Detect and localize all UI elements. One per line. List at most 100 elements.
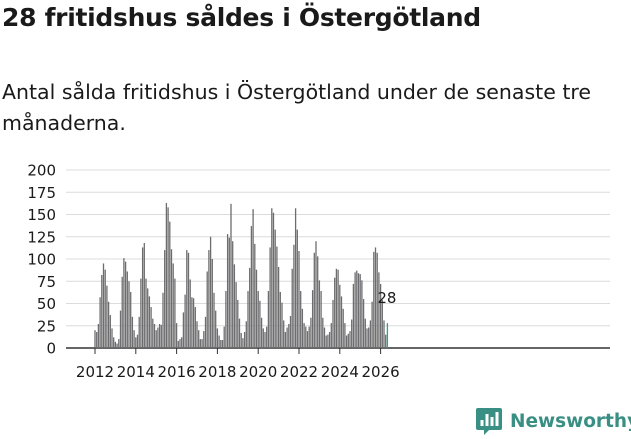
bar	[298, 250, 300, 348]
bar	[160, 324, 162, 348]
bar	[344, 323, 346, 348]
bar	[259, 300, 261, 348]
bar	[215, 310, 217, 348]
bar	[308, 326, 310, 348]
bar	[216, 328, 219, 348]
bar	[271, 208, 273, 348]
bar	[339, 284, 341, 348]
bar	[356, 270, 358, 348]
y-tick-label: 25	[37, 317, 56, 335]
bar	[337, 269, 339, 348]
bar	[131, 316, 134, 348]
bar	[187, 252, 190, 348]
bar	[369, 320, 372, 348]
bar	[225, 291, 227, 348]
bar	[209, 236, 212, 348]
bar	[232, 241, 234, 348]
bar	[254, 243, 256, 348]
bar	[167, 207, 169, 348]
bar	[155, 330, 157, 348]
bar	[279, 291, 281, 348]
bar	[376, 252, 378, 348]
bar	[315, 241, 317, 348]
x-tick-label: 2012	[76, 363, 114, 381]
bar	[238, 318, 241, 348]
bar	[284, 331, 287, 348]
bar	[97, 323, 100, 348]
bar	[133, 330, 135, 348]
y-tick-label: 75	[37, 273, 56, 291]
bar	[162, 292, 164, 348]
x-tick-label: 2024	[321, 363, 359, 381]
bar	[157, 327, 159, 348]
x-tick-label: 2026	[362, 363, 400, 381]
bar	[111, 328, 113, 348]
bar	[310, 317, 312, 348]
bar	[327, 334, 329, 348]
bar	[325, 335, 327, 348]
bar	[276, 246, 278, 348]
bar	[124, 261, 127, 348]
bar	[249, 267, 251, 348]
y-tick-label: 0	[46, 340, 56, 358]
chart-subtitle: Antal sålda fritidshus i Östergötland un…	[2, 80, 591, 135]
bar	[366, 328, 368, 348]
y-tick-label: 125	[27, 228, 56, 246]
bar	[371, 301, 373, 348]
bar	[300, 291, 302, 348]
bar	[145, 278, 147, 348]
bar	[352, 283, 355, 348]
bar	[208, 250, 210, 348]
bar	[140, 278, 142, 348]
bar	[228, 237, 230, 348]
bar	[218, 335, 220, 348]
x-tick-label: 2016	[158, 363, 196, 381]
bar	[109, 315, 111, 348]
bar	[283, 320, 285, 348]
bar	[106, 285, 108, 348]
bar	[174, 278, 176, 348]
chart-bubble-icon	[476, 408, 502, 435]
bar	[383, 320, 385, 348]
bar	[196, 321, 198, 348]
bar	[237, 299, 239, 348]
newsworthy-logo: Newsworthy	[476, 408, 631, 435]
bar	[289, 315, 292, 348]
bar	[107, 301, 110, 348]
bar	[378, 272, 380, 348]
bar	[250, 226, 253, 348]
bar	[286, 327, 288, 348]
bar	[158, 323, 161, 348]
bar	[121, 276, 123, 348]
bar	[138, 316, 140, 348]
bar	[328, 331, 331, 348]
bar	[245, 321, 247, 348]
bar	[152, 318, 154, 348]
bar	[143, 242, 145, 348]
bar	[257, 291, 259, 348]
bar	[102, 263, 105, 348]
bar	[342, 308, 344, 348]
bar	[191, 297, 193, 348]
x-tick-label: 2014	[117, 363, 155, 381]
bar	[340, 296, 343, 348]
logo-text: Newsworthy	[510, 411, 631, 432]
bar	[322, 317, 324, 348]
bar	[293, 244, 295, 348]
bar	[281, 302, 283, 348]
bar	[318, 280, 321, 348]
bar	[362, 299, 365, 348]
bar	[136, 334, 139, 348]
bar	[192, 298, 195, 348]
bar	[381, 299, 383, 348]
bar	[204, 316, 207, 348]
bar	[368, 327, 370, 348]
bar	[240, 332, 242, 348]
bar	[170, 249, 173, 348]
chart-title: 28 fritidshus såldes i Östergötland	[2, 3, 481, 32]
bar	[267, 291, 270, 348]
bar	[99, 297, 101, 348]
y-tick-label: 175	[27, 184, 56, 202]
bar	[230, 203, 232, 348]
